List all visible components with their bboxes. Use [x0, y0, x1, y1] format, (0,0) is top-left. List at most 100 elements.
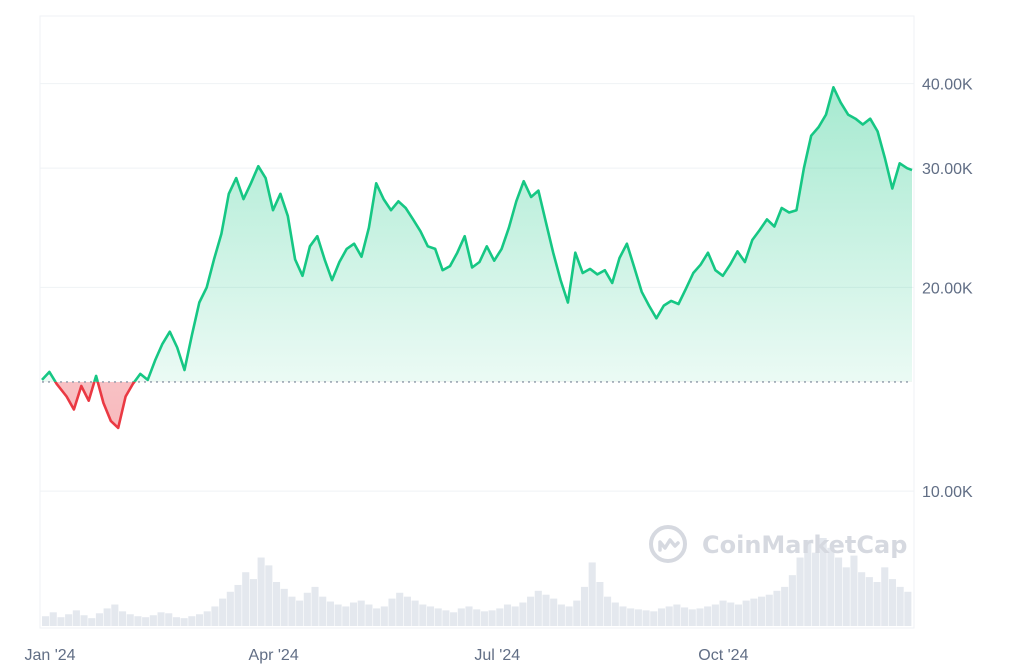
- volume-bar: [296, 600, 304, 626]
- volume-bar: [719, 600, 727, 626]
- volume-bar: [134, 616, 142, 626]
- watermark: CoinMarketCap: [649, 525, 907, 563]
- volume-bar: [396, 592, 404, 626]
- volume-bar: [881, 567, 889, 626]
- line-up: [41, 86, 913, 382]
- volume-bar: [357, 600, 365, 626]
- volume-bar: [203, 611, 211, 626]
- volume-bar: [588, 562, 596, 626]
- volume-bar: [819, 538, 827, 626]
- volume-bar: [303, 592, 311, 626]
- volume-bar: [434, 608, 442, 626]
- volume-bar: [426, 606, 435, 626]
- volume-bar: [265, 565, 273, 626]
- volume-bar: [496, 608, 504, 626]
- y-tick-label: 10.00K: [922, 484, 973, 501]
- volume-bar: [57, 617, 65, 626]
- volume-bar: [642, 610, 650, 626]
- volume-bar: [619, 606, 627, 626]
- volume-bar: [211, 606, 219, 626]
- x-tick-label: Jan '24: [24, 647, 75, 664]
- volume-bar: [896, 586, 904, 626]
- price-line: [41, 86, 913, 430]
- volume-bar: [380, 606, 388, 626]
- x-tick-label: Oct '24: [698, 647, 748, 664]
- volume-bar: [627, 608, 635, 626]
- volume-bar: [681, 607, 689, 626]
- volume-bar: [758, 596, 766, 626]
- volume-bar: [811, 552, 820, 626]
- volume-bar: [188, 616, 196, 626]
- volume-bar: [219, 598, 227, 626]
- volume-bar: [511, 606, 519, 626]
- x-axis-ticks: Jan '24 Apr '24 Jul '24 Oct '24: [24, 647, 748, 664]
- volume-bar: [42, 616, 50, 626]
- volume-bar: [319, 596, 327, 626]
- area-fill-down: [55, 381, 135, 428]
- volume-bar: [111, 604, 119, 626]
- volume-bar: [149, 615, 157, 626]
- volume-bar: [88, 618, 96, 626]
- y-tick-label: 20.00K: [922, 280, 973, 297]
- volume-bar: [665, 606, 673, 626]
- volume-bar: [711, 604, 719, 626]
- volume-bar: [773, 590, 781, 626]
- volume-bar: [904, 591, 912, 626]
- volume-bar: [95, 613, 103, 626]
- plot-frame: [39, 15, 915, 629]
- area-fill-up: [42, 87, 912, 382]
- volume-bar: [365, 604, 373, 626]
- volume-bar: [519, 602, 527, 626]
- volume-bar: [457, 608, 465, 626]
- volume-bar: [550, 598, 558, 626]
- volume-bar: [873, 582, 881, 626]
- volume-bar: [611, 602, 619, 626]
- volume-bar: [226, 591, 234, 626]
- volume-bar: [796, 557, 804, 626]
- volume-bar: [835, 557, 843, 626]
- volume-bar: [388, 598, 396, 626]
- volume-bar: [142, 617, 150, 626]
- volume-bar: [326, 601, 334, 626]
- volume-bar: [442, 610, 450, 626]
- volume-bar: [465, 606, 473, 626]
- volume-bar: [195, 614, 204, 626]
- volume-bar: [126, 614, 134, 626]
- volume-bars: [42, 538, 912, 626]
- volume-bar: [234, 584, 242, 626]
- volume-bar: [257, 557, 265, 626]
- coinmarketcap-logo-icon: [649, 525, 687, 563]
- volume-bar: [842, 567, 850, 626]
- volume-bar: [781, 586, 789, 626]
- volume-bar: [850, 555, 858, 626]
- volume-bar: [342, 606, 350, 626]
- volume-bar: [580, 586, 589, 626]
- volume-bar: [827, 547, 835, 626]
- volume-bar: [750, 598, 758, 626]
- volume-bar: [249, 579, 257, 626]
- y-tick-label: 40.00K: [922, 77, 973, 94]
- volume-bar: [804, 539, 812, 626]
- volume-bar: [473, 609, 481, 626]
- watermark-text: CoinMarketCap: [702, 531, 907, 559]
- volume-bar: [480, 611, 488, 626]
- volume-bar: [488, 610, 496, 626]
- volume-bar: [557, 604, 565, 626]
- volume-bar: [80, 615, 88, 626]
- volume-bar: [242, 572, 250, 626]
- volume-bar: [696, 608, 704, 626]
- volume-bar: [157, 612, 165, 626]
- volume-bar: [858, 572, 866, 626]
- volume-bar: [288, 596, 296, 626]
- volume-bar: [403, 596, 411, 626]
- volume-bar: [65, 614, 73, 626]
- volume-bar: [280, 588, 288, 626]
- volume-bar: [180, 618, 188, 626]
- volume-bar: [172, 617, 180, 626]
- volume-bar: [118, 611, 127, 626]
- volume-bar: [272, 582, 281, 626]
- volume-bar: [503, 604, 512, 626]
- volume-bar: [334, 604, 342, 626]
- volume-bar: [72, 610, 80, 626]
